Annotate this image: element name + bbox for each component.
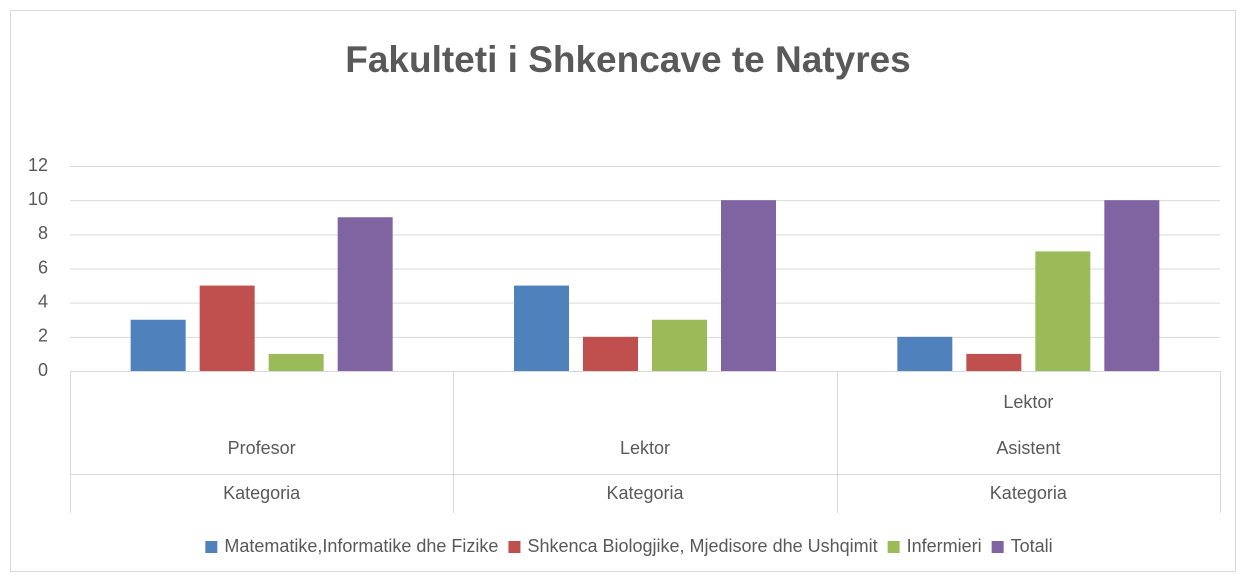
bar bbox=[337, 217, 393, 371]
y-tick-label: 0 bbox=[38, 360, 48, 380]
bar bbox=[966, 353, 1022, 371]
legend-swatch bbox=[991, 541, 1004, 553]
legend-label: Shkenca Biologjike, Mjedisore dhe Ushqim… bbox=[527, 536, 877, 556]
legend-label: Matematike,Informatike dhe Fizike bbox=[224, 536, 498, 556]
bar bbox=[199, 285, 255, 371]
x-tick-label: Profesor bbox=[228, 438, 296, 458]
y-tick-label: 8 bbox=[38, 223, 48, 243]
legend-swatch bbox=[887, 541, 900, 553]
legend-label: Infermieri bbox=[907, 536, 982, 556]
x-group-label: Kategoria bbox=[990, 483, 1068, 503]
chart-title: Fakulteti i Shkencave te Natyres bbox=[345, 39, 911, 80]
x-tick-label: Lektor bbox=[1003, 392, 1053, 412]
x-tick-label: Asistent bbox=[996, 438, 1060, 458]
y-tick-label: 12 bbox=[28, 155, 48, 175]
legend-label: Totali bbox=[1011, 536, 1053, 556]
bar bbox=[721, 200, 776, 371]
bar bbox=[514, 285, 569, 371]
bar bbox=[1104, 200, 1160, 371]
y-tick-label: 10 bbox=[28, 189, 48, 209]
bar bbox=[130, 319, 186, 371]
y-tick-label: 6 bbox=[38, 257, 48, 277]
bar bbox=[897, 336, 953, 371]
y-tick-label: 2 bbox=[38, 326, 48, 346]
bar bbox=[652, 319, 707, 371]
x-group-label: Kategoria bbox=[606, 483, 684, 503]
bar bbox=[268, 353, 324, 371]
legend-swatch bbox=[508, 541, 521, 553]
legend-swatch bbox=[205, 541, 218, 553]
x-group-label: Kategoria bbox=[223, 483, 301, 503]
bar bbox=[583, 336, 638, 371]
y-tick-label: 4 bbox=[38, 291, 48, 311]
x-tick-label: Lektor bbox=[620, 438, 670, 458]
bar bbox=[1035, 251, 1091, 371]
